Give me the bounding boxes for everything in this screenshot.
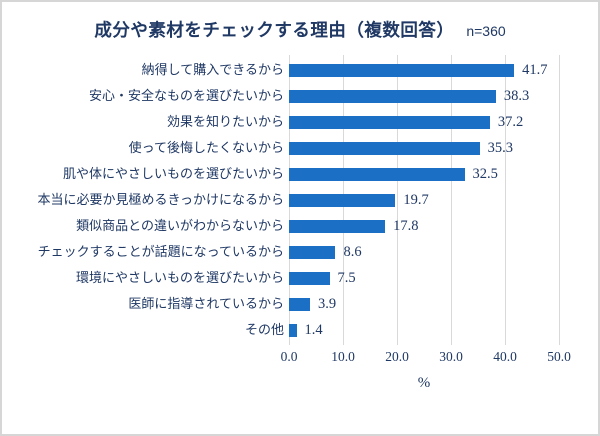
value-label: 35.3 [487,139,513,156]
bar [289,167,465,181]
value-label: 3.9 [318,295,337,312]
x-tick-label: 40.0 [493,349,517,364]
bar [289,219,386,233]
value-label: 8.6 [343,243,362,260]
chart-row: 17.8 [289,213,559,239]
chart-row: 19.7 [289,187,559,213]
value-label: 32.5 [472,165,498,182]
category-label: 安心・安全なものを選びたいから [88,88,284,103]
gridline [559,55,560,345]
bar [289,245,336,259]
sample-size-label: n=360 [466,23,506,39]
gridline [505,55,506,345]
bar [289,323,297,337]
x-tick-label: 20.0 [385,349,409,364]
chart-title: 成分や素材をチェックする理由（複数回答） [94,20,455,40]
bar-chart: 納得して購入できるから安心・安全なものを選びたいから効果を知りたいから使って後悔… [2,55,598,392]
xaxis-left-spacer [2,343,289,371]
category-label: 環境にやさしいものを選びたいから [75,270,284,285]
bar [289,89,496,103]
category-label: 医師に指導されているから [128,296,284,311]
value-label: 41.7 [522,61,548,78]
title-row: 成分や素材をチェックする理由（複数回答） n=360 [2,17,598,42]
value-label: 1.4 [304,321,323,338]
x-axis: 0.0 10.0 20.0 30.0 40.0 50.0 [281,349,571,371]
chart-row: 35.3 [289,135,559,161]
xlabel-right-spacer [559,371,598,392]
bar [289,115,490,129]
value-label: 38.3 [503,87,530,104]
x-tick-label: 0.0 [280,349,298,364]
category-label: 本当に必要か見極めるきっかけになるから [37,192,284,207]
chart-row: 37.2 [289,109,559,135]
value-label: 7.5 [337,269,356,286]
plot-area: 41.7 38.3 37.2 35.3 32.5 19.7 17.8 8.6 7.5 3.9 1.4 [289,55,560,345]
xlabel-left-spacer [2,371,289,392]
bar [289,141,480,155]
category-label: 納得して購入できるから [141,62,284,77]
bars-layer: 41.7 38.3 37.2 35.3 32.5 19.7 17.8 8.6 7.5 3.9 1.4 [289,57,559,343]
chart-row: 32.5 [289,161,559,187]
chart-row: 8.6 [289,239,559,265]
chart-row: 38.3 [289,83,559,109]
x-tick-label: 30.0 [439,349,463,364]
chart-row: 1.4 [289,317,559,343]
chart-row: 3.9 [289,291,559,317]
category-label: 類似商品との違いがわからないから [76,218,284,233]
chart-row: 41.7 [289,57,559,83]
x-axis-title: % [417,375,431,391]
category-label: 効果を知りたいから [166,114,284,129]
x-tick-label: 50.0 [547,349,571,364]
gridline [451,55,452,345]
category-label: 肌や体にやさしいものを選びたいから [62,166,284,181]
category-labels-column: 納得して購入できるから安心・安全なものを選びたいから効果を知りたいから使って後悔… [2,57,289,343]
bar [289,63,515,77]
bar [289,297,311,311]
chart-row: 7.5 [289,265,559,291]
value-label: 17.8 [393,217,419,234]
category-label: 使って後悔したくないから [128,140,284,155]
value-label: 19.7 [403,191,429,208]
category-label: チェックすることが話題になっているから [37,244,284,259]
bar [289,271,330,285]
gridline [397,55,398,345]
category-label: その他 [244,322,284,337]
right-spacer [559,57,598,343]
bar [289,193,396,207]
x-tick-label: 10.0 [331,349,355,364]
value-label: 37.2 [497,113,524,130]
